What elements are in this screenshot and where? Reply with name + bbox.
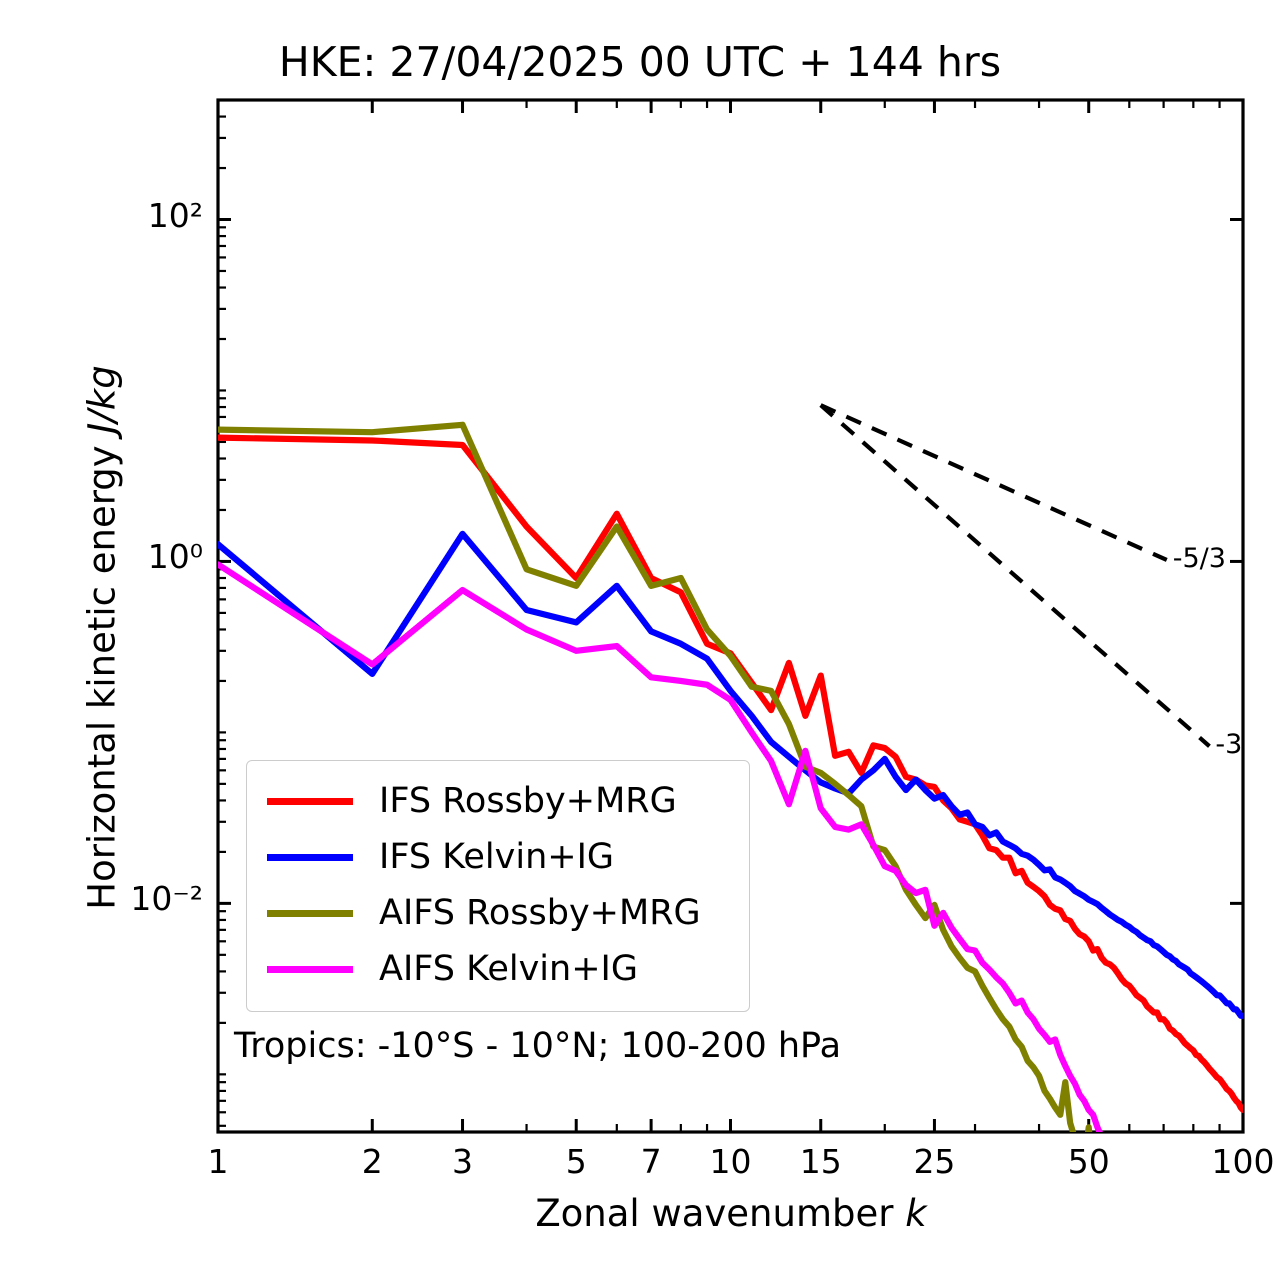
y-axis-label-unit: J/kg	[80, 365, 124, 434]
series-line-2	[218, 421, 1093, 1132]
data-series-group	[218, 421, 1243, 1132]
reference-slope-lines	[819, 403, 1211, 748]
legend-item[interactable]: IFS Rossby+MRG	[263, 773, 733, 829]
slope-line-five-thirds	[819, 403, 1168, 562]
x-tick-label: 1	[207, 1142, 229, 1181]
legend-color-swatch	[267, 797, 353, 805]
slope-line-three	[819, 403, 1211, 748]
legend-color-swatch	[267, 853, 353, 861]
slope-label: -3	[1215, 729, 1243, 761]
region-annotation: Tropics: -10°S - 10°N; 100-200 hPa	[234, 1026, 842, 1066]
series-line-3	[218, 561, 1103, 1132]
legend-item[interactable]: AIFS Rossby+MRG	[263, 885, 733, 941]
y-axis-label-text: Horizontal kinetic energy	[80, 433, 124, 910]
page-title: HKE: 27/04/2025 00 UTC + 144 hrs	[278, 38, 1002, 86]
x-tick-label: 3	[452, 1142, 474, 1181]
series-line-1	[218, 530, 1243, 1019]
legend-label: IFS Kelvin+IG	[379, 836, 615, 877]
legend-color-swatch	[267, 965, 353, 973]
legend-label: AIFS Rossby+MRG	[379, 892, 701, 933]
x-tick-label: 7	[640, 1142, 662, 1181]
x-axis-label: Zonal wavenumber k	[218, 1192, 1244, 1235]
y-tick-label: 10⁻²	[130, 879, 203, 919]
series-line-0	[218, 434, 1243, 1113]
legend-item[interactable]: IFS Kelvin+IG	[263, 829, 733, 885]
x-tick-label: 50	[1067, 1142, 1110, 1181]
legend-color-swatch	[267, 909, 353, 917]
x-axis-label-text: Zonal wavenumber	[535, 1192, 906, 1235]
legend-label: AIFS Kelvin+IG	[379, 948, 638, 989]
x-axis-label-symbol: k	[905, 1192, 927, 1235]
x-tick-label: 15	[799, 1142, 842, 1181]
x-tick-label: 5	[565, 1142, 587, 1181]
x-tick-label: 10	[709, 1142, 752, 1181]
x-tick-label: 2	[361, 1142, 383, 1181]
slope-label: -5/3	[1172, 542, 1226, 574]
legend[interactable]: IFS Rossby+MRG IFS Kelvin+IG AIFS Rossby+M…	[246, 760, 750, 1012]
series-clip-group	[218, 421, 1243, 1132]
tick-marks	[216, 98, 1245, 1132]
x-tick-label: 100	[1211, 1142, 1275, 1181]
legend-item[interactable]: AIFS Kelvin+IG	[263, 941, 733, 997]
legend-label: IFS Rossby+MRG	[379, 780, 677, 821]
x-tick-label: 25	[913, 1142, 956, 1181]
y-tick-label: 10²	[147, 195, 203, 235]
y-tick-label: 10⁰	[147, 537, 203, 577]
